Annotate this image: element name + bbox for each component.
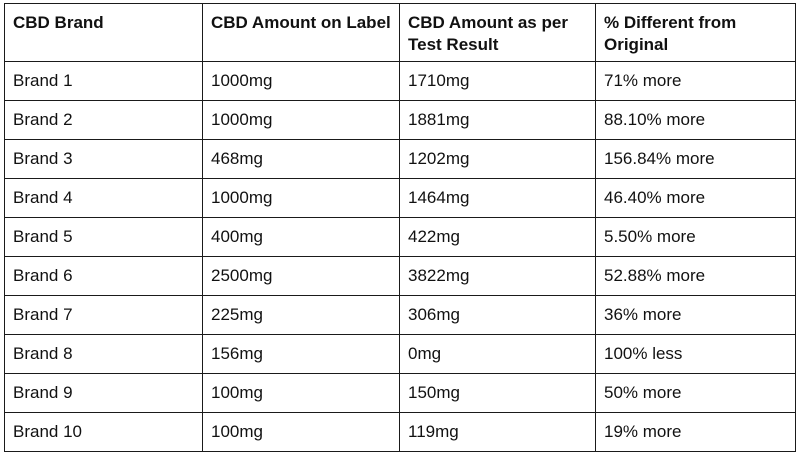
cell-test-amount: 150mg: [399, 373, 596, 413]
cell-brand: Brand 4: [4, 178, 203, 218]
cell-brand: Brand 1: [4, 61, 203, 101]
cell-brand: Brand 8: [4, 334, 203, 374]
cell-brand: Brand 3: [4, 139, 203, 179]
cell-test-amount: 119mg: [399, 412, 596, 452]
header-cbd-brand: CBD Brand: [4, 3, 203, 62]
table-header-row: CBD Brand CBD Amount on Label CBD Amount…: [4, 3, 796, 62]
cell-percent-difference: 100% less: [595, 334, 796, 374]
cell-percent-difference: 52.88% more: [595, 256, 796, 296]
cell-label-amount: 225mg: [202, 295, 400, 335]
cell-test-amount: 1202mg: [399, 139, 596, 179]
cell-test-amount: 422mg: [399, 217, 596, 257]
cell-label-amount: 100mg: [202, 373, 400, 413]
cell-label-amount: 2500mg: [202, 256, 400, 296]
header-percent-different: % Different from Original: [595, 3, 796, 62]
cell-label-amount: 1000mg: [202, 61, 400, 101]
table-row: Brand 4 1000mg 1464mg 46.40% more: [4, 178, 796, 218]
cell-brand: Brand 5: [4, 217, 203, 257]
table-row: Brand 2 1000mg 1881mg 88.10% more: [4, 100, 796, 140]
cell-brand: Brand 6: [4, 256, 203, 296]
table-row: Brand 3 468mg 1202mg 156.84% more: [4, 139, 796, 179]
cell-percent-difference: 50% more: [595, 373, 796, 413]
cell-label-amount: 156mg: [202, 334, 400, 374]
cell-percent-difference: 71% more: [595, 61, 796, 101]
cell-percent-difference: 36% more: [595, 295, 796, 335]
cell-percent-difference: 46.40% more: [595, 178, 796, 218]
cell-brand: Brand 10: [4, 412, 203, 452]
table-row: Brand 8 156mg 0mg 100% less: [4, 334, 796, 374]
cell-label-amount: 100mg: [202, 412, 400, 452]
cbd-comparison-table-container: CBD Brand CBD Amount on Label CBD Amount…: [4, 3, 796, 452]
cell-test-amount: 1881mg: [399, 100, 596, 140]
header-amount-test-result: CBD Amount as per Test Result: [399, 3, 596, 62]
table-row: Brand 6 2500mg 3822mg 52.88% more: [4, 256, 796, 296]
cell-brand: Brand 2: [4, 100, 203, 140]
cbd-comparison-table: CBD Brand CBD Amount on Label CBD Amount…: [4, 3, 796, 452]
cell-percent-difference: 19% more: [595, 412, 796, 452]
cell-percent-difference: 88.10% more: [595, 100, 796, 140]
cell-label-amount: 1000mg: [202, 100, 400, 140]
table-row: Brand 5 400mg 422mg 5.50% more: [4, 217, 796, 257]
cell-label-amount: 468mg: [202, 139, 400, 179]
cell-test-amount: 3822mg: [399, 256, 596, 296]
header-amount-on-label: CBD Amount on Label: [202, 3, 400, 62]
cell-brand: Brand 9: [4, 373, 203, 413]
cell-percent-difference: 156.84% more: [595, 139, 796, 179]
cell-label-amount: 400mg: [202, 217, 400, 257]
cell-test-amount: 0mg: [399, 334, 596, 374]
table-row: Brand 7 225mg 306mg 36% more: [4, 295, 796, 335]
cell-label-amount: 1000mg: [202, 178, 400, 218]
cell-brand: Brand 7: [4, 295, 203, 335]
cell-test-amount: 1464mg: [399, 178, 596, 218]
cell-test-amount: 1710mg: [399, 61, 596, 101]
table-row: Brand 1 1000mg 1710mg 71% more: [4, 61, 796, 101]
table-row: Brand 9 100mg 150mg 50% more: [4, 373, 796, 413]
cell-test-amount: 306mg: [399, 295, 596, 335]
cell-percent-difference: 5.50% more: [595, 217, 796, 257]
table-row: Brand 10 100mg 119mg 19% more: [4, 412, 796, 452]
